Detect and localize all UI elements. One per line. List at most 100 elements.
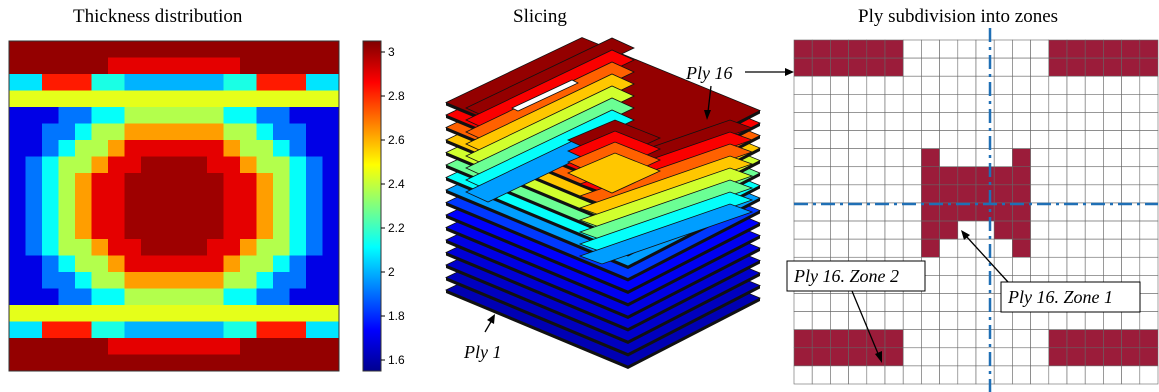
heatmap-cell: [58, 222, 76, 240]
heatmap-cell: [25, 57, 43, 75]
heatmap-cell: [273, 57, 290, 75]
heatmap-cell: [141, 57, 158, 75]
heatmap-cell: [240, 57, 257, 75]
heatmap-cell: [240, 338, 257, 355]
colorbar-tick-label: 2.8: [388, 89, 405, 103]
heatmap-cell: [108, 107, 125, 124]
zone-cell: [848, 112, 868, 131]
zone-cell: [1121, 130, 1141, 149]
heatmap-cell: [75, 123, 92, 141]
heatmap-cell: [207, 173, 224, 190]
heatmap-cell: [124, 140, 142, 157]
heatmap-cell: [124, 173, 142, 190]
zone-cell: [1139, 202, 1159, 222]
zone-cell: [1030, 238, 1050, 258]
heatmap-cell: [25, 305, 43, 322]
heatmap-cell: [273, 321, 290, 339]
zone-cell: [1084, 202, 1104, 222]
heatmap-cell: [190, 222, 208, 240]
zone-cell: [866, 39, 886, 59]
heatmap-cell: [9, 74, 26, 91]
zone-cell: [957, 275, 977, 294]
zone1-arrowhead: [961, 230, 970, 240]
heatmap-cell: [322, 140, 340, 157]
zone-cell: [1012, 39, 1031, 59]
heatmap-cell: [240, 222, 257, 240]
zone-cell: [1030, 311, 1050, 330]
zone-cell: [1012, 365, 1031, 385]
zone-cell: [957, 365, 977, 385]
zone-cell: [1139, 256, 1159, 276]
zone-cell: [957, 57, 977, 77]
heatmap-cell: [306, 206, 323, 223]
zone-cell: [866, 202, 886, 222]
zone-cell: [1066, 365, 1086, 385]
zone-cell: [1084, 238, 1104, 258]
heatmap-cell: [124, 206, 142, 223]
heatmap-cell: [256, 156, 274, 174]
heatmap-cell: [9, 206, 26, 223]
heatmap-cell: [223, 74, 241, 91]
zone-cell: [848, 148, 868, 168]
heatmap-cell: [190, 189, 208, 207]
heatmap-cell: [75, 206, 92, 223]
heatmap-cell: [9, 239, 26, 256]
heatmap-cell: [9, 288, 26, 306]
heatmap-cell: [157, 57, 175, 75]
zone-cell: [1066, 220, 1086, 240]
zone-cell: [866, 293, 886, 312]
heatmap-cell: [174, 74, 191, 91]
zone-cell: [793, 365, 813, 385]
zone-cell: [957, 94, 977, 113]
heatmap-cell: [58, 90, 76, 108]
zone-cell: [1121, 94, 1141, 113]
heatmap-cell: [174, 90, 191, 108]
ply-1-label: Ply 1: [463, 342, 502, 362]
heatmap-cell: [9, 189, 26, 207]
heatmap-cell: [42, 222, 59, 240]
zones-panel-title: Ply subdivision into zones: [858, 6, 1059, 27]
heatmap-cell: [190, 57, 208, 75]
heatmap-cell: [58, 57, 76, 75]
zone2-arrow: [851, 290, 880, 357]
zone-cell: [921, 57, 940, 77]
zone-cell: [939, 75, 959, 95]
zone-cell: [793, 184, 813, 204]
zone-cell: [793, 130, 813, 149]
heatmap-cell: [306, 156, 323, 174]
heatmap-cell: [157, 140, 175, 157]
zone-cell: [830, 130, 849, 149]
heatmap-cell: [157, 74, 175, 91]
heatmap-cell: [256, 189, 274, 207]
zone-cell: [975, 347, 995, 367]
zone-cell: [866, 112, 886, 131]
zone-cell: [975, 184, 995, 204]
heatmap-cell: [240, 305, 257, 322]
heatmap-cell: [75, 173, 92, 190]
zone-cell: [1012, 329, 1031, 349]
zone-cell: [830, 39, 849, 59]
heatmap-cell: [289, 272, 307, 289]
zone-cell: [866, 311, 886, 330]
zone-cell: [1103, 57, 1122, 77]
heatmap-cell: [75, 222, 92, 240]
zone-cell: [793, 329, 813, 349]
heatmap-cell: [58, 189, 76, 207]
zone-cell: [902, 57, 922, 77]
zone-cell: [1121, 256, 1141, 276]
heatmap-cell: [124, 255, 142, 273]
heatmap-cell: [141, 140, 158, 157]
zone-cell: [884, 148, 904, 168]
zone-cell: [793, 75, 813, 95]
ply-strip-right: [578, 179, 754, 241]
heatmap-cell: [289, 222, 307, 240]
heatmap-cell: [141, 74, 158, 91]
zone-cell: [957, 39, 977, 59]
heatmap-cell: [322, 90, 340, 108]
heatmap-cell: [306, 107, 323, 124]
heatmap-cell: [25, 74, 43, 91]
zone-cell: [866, 238, 886, 258]
heatmap-cell: [42, 206, 59, 223]
heatmap-cell: [306, 321, 323, 339]
heatmap-cell: [190, 140, 208, 157]
